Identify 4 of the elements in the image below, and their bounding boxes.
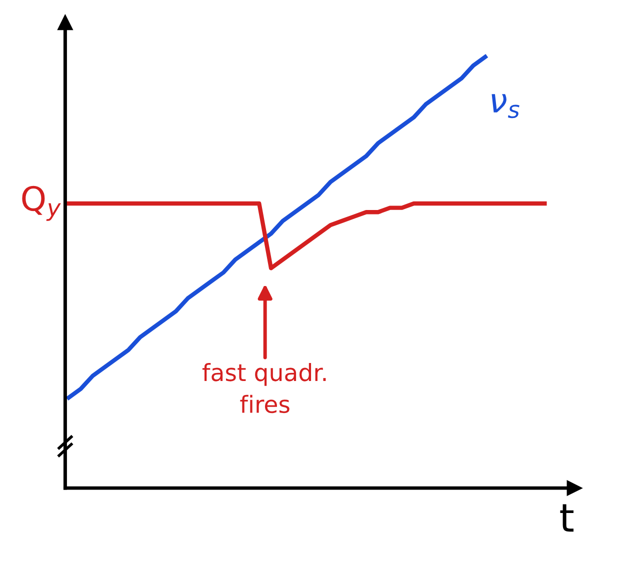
series-label: Q$_{y}$ xyxy=(22,186,61,221)
series-label: ν$_{s}$ xyxy=(492,94,520,118)
annotation: fast quadr. fires xyxy=(202,363,326,414)
x-axis-title: t xyxy=(560,504,574,532)
